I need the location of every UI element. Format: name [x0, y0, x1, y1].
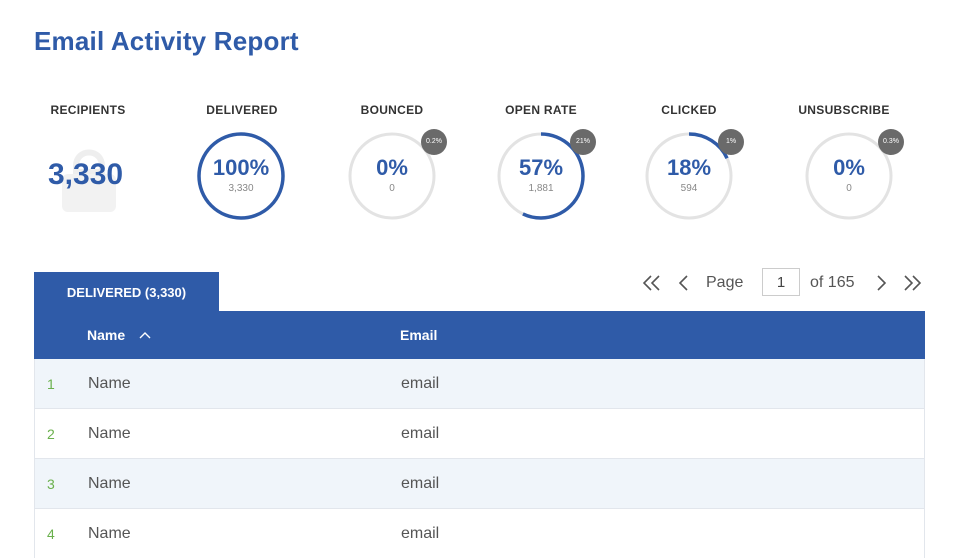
unsubscribe-badge: 0.3% — [878, 129, 904, 155]
row-name: Name — [88, 375, 131, 392]
row-name: Name — [88, 525, 131, 542]
unsubscribe-label: UNSUBSCRIBE — [798, 103, 890, 117]
name-column-header[interactable]: Name — [87, 311, 151, 359]
row-name: Name — [88, 475, 131, 492]
row-name: Name — [88, 425, 131, 442]
unsubscribe-percent: 0% — [833, 155, 865, 180]
row-email: email — [401, 425, 440, 442]
row-email: email — [401, 525, 440, 542]
unsubscribe-ring[interactable]: 0% 0 0.3% — [804, 129, 904, 221]
table-row[interactable]: 1 Name email — [34, 359, 925, 409]
email-column-header[interactable]: Email — [400, 327, 438, 343]
open-rate-count: 1,881 — [528, 183, 554, 194]
table-row[interactable]: 2 Name email — [34, 409, 925, 459]
page-title: Email Activity Report — [34, 26, 299, 56]
open-rate-label: OPEN RATE — [505, 103, 577, 117]
last-page-button[interactable] — [901, 270, 923, 296]
unsubscribe-count: 0 — [846, 183, 852, 194]
row-email: email — [401, 475, 440, 492]
bounced-label: BOUNCED — [360, 103, 424, 117]
double-chevron-right-icon — [904, 275, 922, 291]
page-label: Page — [706, 274, 744, 291]
table-row[interactable]: 4 Name email — [34, 509, 925, 558]
row-number: 4 — [47, 526, 55, 542]
chevron-left-icon — [678, 275, 688, 291]
clicked-badge: 1% — [718, 129, 744, 155]
delivered-ring[interactable]: 100% 3,330 — [196, 131, 286, 221]
open-rate-percent: 57% — [518, 155, 564, 180]
open-rate-badge: 21% — [570, 129, 596, 155]
clicked-count: 594 — [680, 183, 698, 194]
row-number: 1 — [47, 376, 55, 392]
bounced-ring[interactable]: 0% 0 0.2% — [347, 129, 447, 221]
next-page-button[interactable] — [870, 270, 892, 296]
bounced-percent: 0% — [376, 155, 408, 180]
clicked-percent: 18% — [666, 155, 712, 180]
delivered-table: Name Email 1 Name email 2 Name email 3 N… — [34, 311, 925, 558]
open-rate-ring[interactable]: 57% 1,881 21% — [496, 129, 596, 221]
row-number: 3 — [47, 476, 55, 492]
bounced-count: 0 — [389, 183, 395, 194]
clicked-ring[interactable]: 18% 594 1% — [644, 129, 744, 221]
delivered-count: 3,330 — [228, 183, 254, 194]
clicked-label: CLICKED — [661, 103, 717, 117]
page-number-input[interactable] — [762, 268, 800, 296]
page-total: of 165 — [810, 274, 855, 291]
delivered-percent: 100% — [212, 155, 270, 180]
row-email: email — [401, 375, 440, 392]
chevron-right-icon — [877, 275, 887, 291]
double-chevron-left-icon — [642, 275, 660, 291]
recipients-label: RECIPIENTS — [50, 103, 126, 117]
user-silhouette-icon — [62, 149, 116, 212]
row-number: 2 — [47, 426, 55, 442]
name-column-label: Name — [87, 327, 126, 343]
table-row[interactable]: 3 Name email — [34, 459, 925, 509]
first-page-button[interactable] — [641, 270, 663, 296]
recipients-value: 3,330 — [48, 158, 124, 191]
tab-delivered[interactable]: DELIVERED (3,330) — [34, 272, 219, 314]
prev-page-button[interactable] — [673, 270, 695, 296]
delivered-label: DELIVERED — [206, 103, 278, 117]
bounced-badge: 0.2% — [421, 129, 447, 155]
table-header: Name Email — [34, 311, 925, 359]
sort-ascending-icon — [139, 331, 151, 339]
